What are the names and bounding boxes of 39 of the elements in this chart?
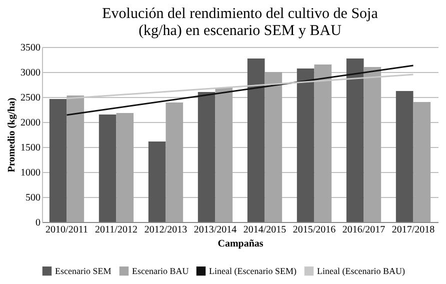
bar [247, 58, 265, 222]
x-tick-label: 2015/2016 [292, 224, 336, 236]
bar [198, 92, 216, 222]
y-tick-label: 0 [36, 218, 40, 228]
bar [148, 142, 166, 222]
bar [396, 91, 414, 222]
y-tick-label: 1500 [20, 142, 40, 154]
chart-title: Evolución del rendimiento del cultivo de Soja (kg/ha) en escenario SEM y BAU [102, 6, 378, 39]
bar [296, 68, 314, 222]
bar [116, 113, 134, 222]
x-axis-title: Campañas [218, 238, 264, 250]
legend-label: Escenario SEM [55, 266, 112, 276]
y-tick-label: 1000 [20, 168, 40, 178]
bar [215, 88, 233, 222]
x-tick-label: 2017/2018 [392, 224, 435, 236]
legend-label: Lineal (Escenario BAU) [317, 266, 405, 276]
bar [413, 102, 431, 222]
bar [264, 72, 282, 222]
x-tick-label: 2014/2015 [243, 224, 286, 236]
y-tick-label: 500 [26, 192, 40, 204]
y-tick-label: 2500 [20, 92, 40, 104]
bar [364, 67, 382, 222]
bar [98, 114, 116, 222]
y-axis-title: Promedio (kg/ha) [6, 98, 18, 172]
x-tick-label: 2016/2017 [342, 224, 386, 236]
x-tick-label: 2012/2013 [144, 224, 188, 236]
bar [314, 64, 332, 222]
bar [166, 102, 184, 222]
x-tick-label: 2013/2014 [194, 224, 237, 236]
y-tick-label: 3000 [20, 68, 40, 78]
y-tick-label: 3500 [20, 42, 40, 54]
bar [49, 99, 67, 222]
y-tick-label: 2000 [20, 118, 40, 128]
legend-label: Escenario BAU [132, 266, 190, 276]
bar [66, 96, 84, 222]
legend-label: Lineal (Escenario SEM) [209, 266, 296, 276]
x-tick-label: 2011/2012 [95, 224, 138, 236]
bar [346, 58, 364, 222]
x-tick-label: 2010/2011 [46, 224, 88, 236]
